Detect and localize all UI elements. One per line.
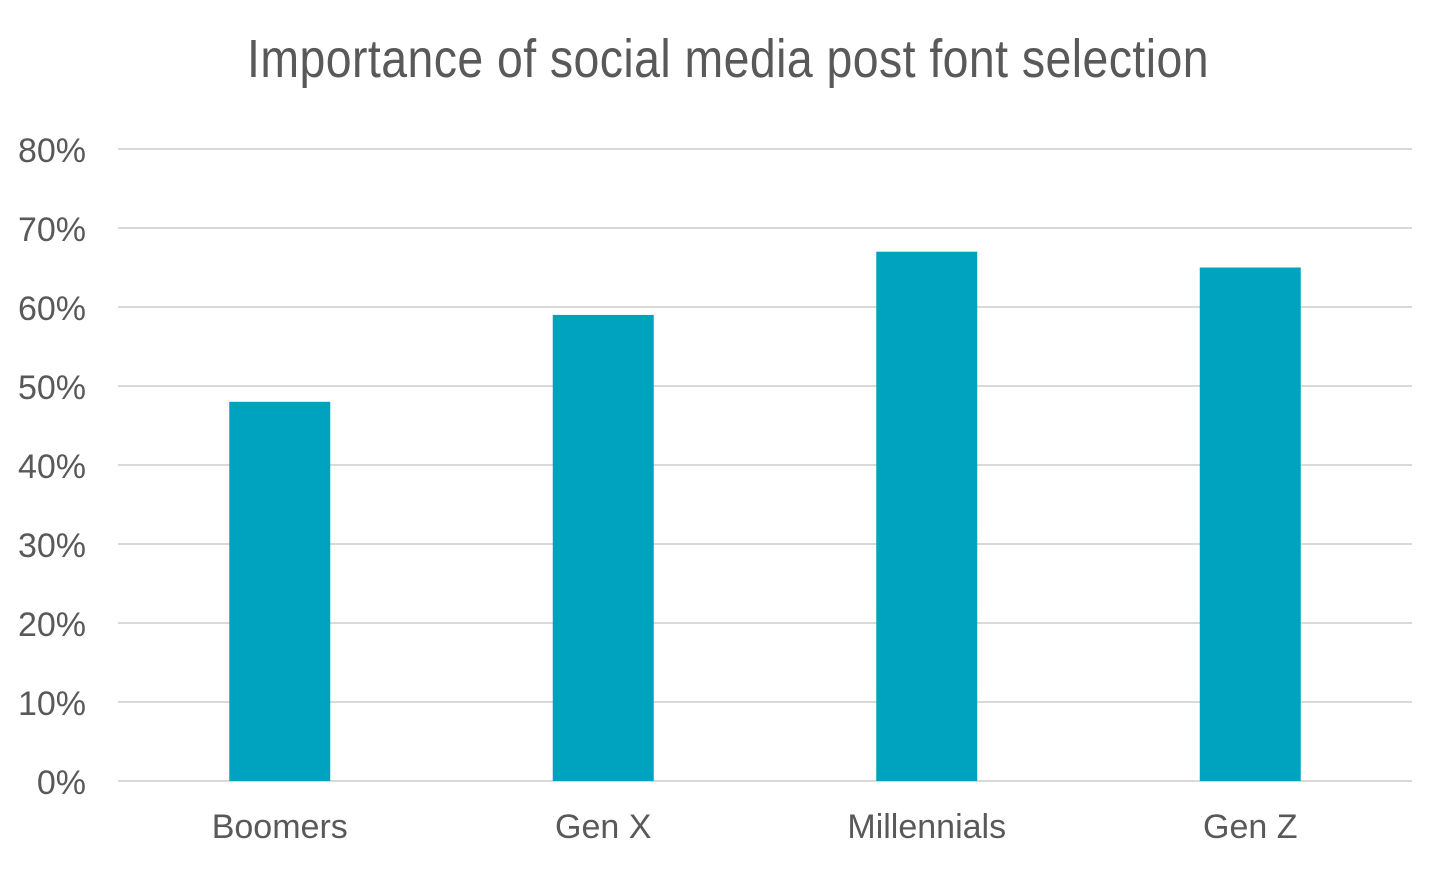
y-tick-label: 10% [18, 685, 86, 723]
y-tick-label: 0% [37, 764, 86, 802]
chart-title: Importance of social media post font sel… [247, 29, 1209, 89]
y-tick-label: 70% [18, 211, 86, 249]
y-tick-label: 20% [18, 606, 86, 644]
y-tick-label: 60% [18, 290, 86, 328]
x-tick-label: Gen Z [1203, 808, 1297, 846]
x-tick-label: Gen X [555, 808, 651, 846]
y-tick-label: 80% [18, 132, 86, 170]
bar-boomers [229, 401, 331, 781]
x-axis-tick-labels: Boomers Gen X Millennials Gen Z [212, 808, 1298, 846]
y-tick-label: 30% [18, 527, 86, 565]
bar-millennials [876, 251, 978, 781]
x-tick-label: Millennials [847, 808, 1006, 846]
x-tick-label: Boomers [212, 808, 348, 846]
bars [229, 251, 1301, 781]
y-tick-label: 50% [18, 369, 86, 407]
bar-gen-z [1199, 267, 1301, 781]
y-tick-label: 40% [18, 448, 86, 486]
bar-gen-x [552, 314, 654, 781]
y-axis-tick-labels: 0% 10% 20% 30% 40% 50% 60% 70% 80% [18, 132, 86, 802]
gridlines [118, 148, 1412, 782]
